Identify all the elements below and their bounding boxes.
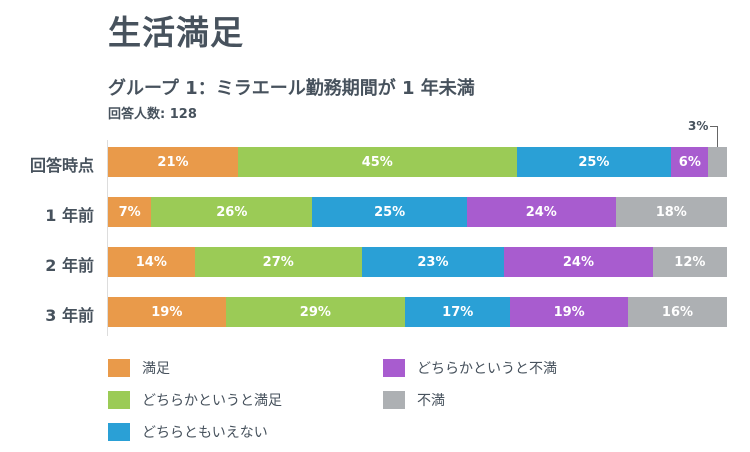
legend-swatch [108,423,130,441]
bar-segment [708,147,727,177]
data-label: 12% [674,254,706,270]
data-label: 6% [678,154,701,170]
data-label: 21% [157,154,189,170]
row-label: 2 年前 [45,256,94,275]
legend-label: どちらかというと満足 [142,393,282,409]
legend-label: どちらかというと不満 [417,361,557,377]
bar-segment: 19% [108,297,226,327]
data-label: 24% [562,254,594,270]
legend-item: どちらともいえない [108,422,268,442]
legend-label: 満足 [142,361,170,377]
legend-item: どちらかというと不満 [383,358,557,378]
bar-segment: 18% [615,197,727,227]
bar-segment: 26% [151,197,313,227]
chart-subtitle: グループ 1：ミラエール勤務期間が 1 年未満 [108,78,475,99]
data-label: 23% [417,254,449,270]
bar-segment: 45% [237,147,517,177]
respondent-count: 回答人数: 128 [108,107,197,122]
data-label: 19% [151,304,183,320]
bar-segment: 12% [652,247,727,277]
bar-segment: 6% [671,147,709,177]
page-title: 生活満足 [108,13,244,52]
bar-segment: 25% [312,197,468,227]
data-label: 45% [361,154,393,170]
bar-segment: 24% [504,247,653,277]
row-label: 回答時点 [29,156,94,175]
legend-swatch [383,359,405,377]
data-label: 14% [135,254,167,270]
legend-item: 不満 [383,390,445,410]
bar-segment: 7% [108,197,152,227]
data-label: 17% [442,304,474,320]
data-label: 18% [655,204,687,220]
data-label: 16% [661,304,694,320]
legend-swatch [108,391,130,409]
axis-line [107,140,108,336]
callout-label: 3% [688,119,709,133]
bar-segment: 24% [467,197,616,227]
bar-segment: 14% [108,247,195,277]
data-label: 24% [525,204,557,220]
data-label: 29% [299,304,331,320]
legend-swatch [383,391,405,409]
legend-label: どちらともいえない [142,425,268,441]
bar-segment: 17% [405,297,511,327]
row-label: 1 年前 [45,206,94,225]
legend-swatch [108,359,130,377]
bar-segment: 29% [225,297,406,327]
data-label: 25% [374,204,406,220]
data-label: 7% [118,204,141,220]
data-label: 19% [553,304,585,320]
bar-segment: 19% [510,297,628,327]
legend-label: 不満 [417,393,445,409]
callout-leader-line [710,126,718,147]
legend-item: どちらかというと満足 [108,390,282,410]
data-label: 26% [216,204,248,220]
data-label: 25% [578,154,610,170]
data-label: 27% [262,254,294,270]
row-label: 3 年前 [45,306,94,325]
bar-segment: 23% [361,247,505,277]
bar-segment: 21% [108,147,238,177]
bar-segment: 27% [194,247,362,277]
bar-segment: 25% [516,147,672,177]
bar-segment: 16% [627,297,727,327]
legend-item: 満足 [108,358,170,378]
